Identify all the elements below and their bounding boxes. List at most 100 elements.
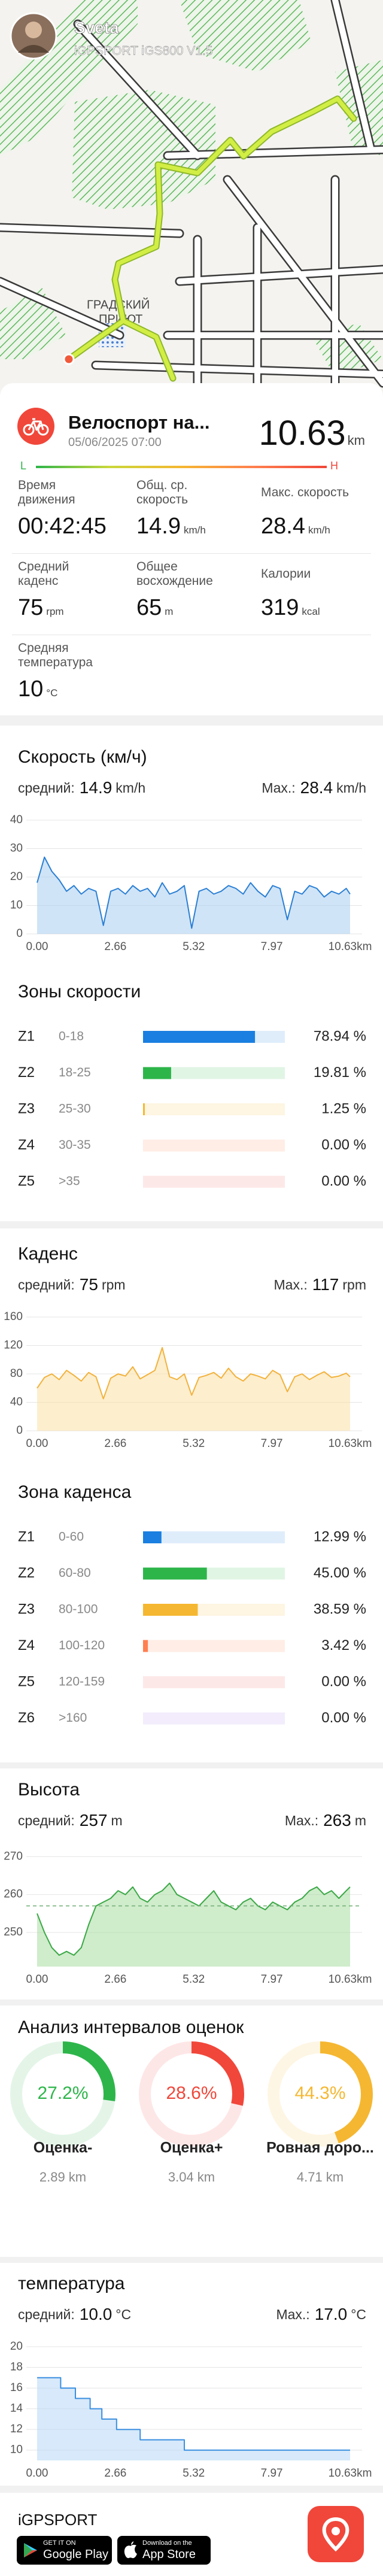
- y-tick-label: 12: [10, 2423, 23, 2435]
- app-icon[interactable]: [308, 2506, 364, 2562]
- zone-track: [143, 1531, 285, 1543]
- sport-icon: [17, 408, 54, 445]
- zone-range: >35: [59, 1175, 80, 1188]
- zone-track: [143, 1712, 285, 1725]
- y-tick-label: 14: [10, 2402, 23, 2415]
- zone-track: [143, 1103, 285, 1115]
- zone-name: Z5: [18, 1673, 35, 1689]
- maximum-unit: m: [355, 1813, 366, 1828]
- zone-range: 0-18: [59, 1030, 84, 1043]
- maximum: Max.: 17.0 °C: [276, 2305, 366, 2323]
- route-map: ГРАДСКИЙ ПРИЮТ Sveta iGPSPORT iGS800 V1.…: [0, 0, 383, 395]
- average: средний: 10.0 °C: [18, 2305, 131, 2323]
- zone-name: Z3: [18, 1601, 35, 1617]
- stat-value: 28.4 km/h: [261, 512, 369, 544]
- donut-arc: [268, 2041, 373, 2147]
- zone-name: Z4: [18, 1637, 35, 1653]
- average-unit: m: [111, 1813, 123, 1828]
- x-tick-label: 7.97: [261, 1973, 283, 1986]
- x-tick-label: 2.66: [104, 1437, 126, 1450]
- distance: 10.63 km: [259, 413, 365, 453]
- x-tick-label: 2.66: [104, 1973, 126, 1986]
- x-tick-label: 10.63km: [329, 1437, 372, 1450]
- zone-bar: [143, 1640, 148, 1652]
- stat-value: 10 °C: [18, 675, 96, 707]
- x-tick-label: 0.00: [26, 940, 48, 953]
- badge-store: App Store: [142, 2548, 196, 2561]
- zone-bar: [143, 1031, 256, 1043]
- stat-number: 00:42:45: [18, 514, 107, 539]
- stat-unit: km/h: [183, 524, 206, 536]
- x-tick-label: 0.00: [26, 1973, 48, 1986]
- stat-value: 75 rpm: [18, 594, 96, 626]
- summary-card: Велоспорт на... 05/06/2025 07:00 10.63 km…: [0, 383, 383, 715]
- stat-number: 28.4: [261, 514, 305, 539]
- area-fill: [37, 1883, 350, 1967]
- y-tick-label: 120: [4, 1339, 23, 1352]
- zone-range: 100-120: [59, 1639, 105, 1652]
- x-tick-label: 7.97: [261, 1437, 283, 1450]
- donut-value: 44.3%: [294, 2083, 345, 2103]
- zone-value: 78.94 %: [314, 1028, 366, 1044]
- zone-name: Z2: [18, 1565, 35, 1581]
- y-tick-label: 10: [10, 899, 23, 912]
- y-tick-label: 0: [16, 927, 23, 940]
- zone-value: 0.00 %: [321, 1710, 366, 1726]
- stat-label: Средняя температура: [18, 641, 93, 669]
- line: [37, 856, 351, 929]
- average: средний: 75 rpm: [18, 1275, 126, 1294]
- donut-label: Ровная доро...: [266, 2140, 374, 2156]
- zone-bar: [143, 1103, 145, 1115]
- zone-value: 12.99 %: [314, 1528, 366, 1545]
- maximum-label: Max.:: [274, 1277, 308, 1292]
- stat: Средняя температура 10 °C: [18, 636, 96, 707]
- zone-value: 45.00 %: [314, 1565, 366, 1581]
- x-tick-label: 5.32: [183, 1973, 205, 1986]
- y-tick-label: 20: [10, 870, 23, 883]
- y-tick-label: 30: [10, 842, 23, 855]
- maximum-value: 117: [312, 1275, 339, 1294]
- zone-track: [143, 1139, 285, 1152]
- google-play-badge[interactable]: GET IT ON Google Play: [17, 2536, 112, 2565]
- zone-bar: [143, 1604, 198, 1616]
- zone-value: 3.42 %: [321, 1637, 366, 1653]
- average-label: средний:: [18, 1813, 75, 1828]
- maximum-unit: °C: [351, 2307, 366, 2322]
- stat-value: 14.9 km/h: [136, 512, 226, 544]
- maximum-label: Max.:: [262, 780, 295, 796]
- average-label: средний:: [18, 2307, 75, 2322]
- chart-zones: Зона каденса Z1 0-60 12.99 % Z2 60-80 45.00 % Z…: [18, 1482, 366, 1726]
- stat: Макс. скорость 28.4 km/h: [261, 473, 369, 544]
- distance-value: 10.63: [259, 414, 346, 453]
- zone-range: 30-35: [59, 1138, 91, 1152]
- zone-bar: [143, 1531, 162, 1543]
- maximum: Max.: 117 rpm: [274, 1275, 367, 1294]
- route: [63, 95, 357, 382]
- x-tick-label: 5.32: [183, 2467, 205, 2480]
- zone-name: Z4: [18, 1137, 35, 1153]
- stat: Общ. ср. скорость 14.9 km/h: [136, 473, 226, 544]
- stat-number: 65: [136, 595, 162, 620]
- donut-arc: [139, 2041, 244, 2147]
- brand: iGPSPORT: [18, 2511, 98, 2529]
- footer: iGPSPORT GET IT ON Google Play Download …: [0, 2493, 383, 2576]
- donut-value: 27.2%: [37, 2083, 88, 2103]
- zone-track: [143, 1640, 285, 1652]
- device-name: iGPSPORT iGS800 V1.5: [74, 44, 213, 58]
- y-tick-label: 10: [10, 2444, 23, 2456]
- chart-title: Высота: [18, 1780, 80, 1800]
- maximum-value: 28.4: [300, 778, 333, 797]
- stat-unit: kcal: [302, 606, 320, 617]
- user-header: Sveta iGPSPORT iGS800 V1.5: [10, 12, 213, 60]
- app-store-badge[interactable]: Download on the App Store: [117, 2536, 211, 2565]
- donut-distance: 4.71 km: [297, 2170, 344, 2184]
- stat: Время движения 00:42:45: [18, 473, 107, 540]
- y-tick-label: 270: [4, 1850, 23, 1862]
- y-tick-label: 40: [10, 1396, 23, 1409]
- zone-value: 0.00 %: [321, 1173, 366, 1189]
- average: средний: 14.9 km/h: [18, 778, 145, 797]
- line: [37, 1347, 351, 1400]
- y-tick-label: 18: [10, 2361, 23, 2374]
- play-icon: [24, 2543, 37, 2557]
